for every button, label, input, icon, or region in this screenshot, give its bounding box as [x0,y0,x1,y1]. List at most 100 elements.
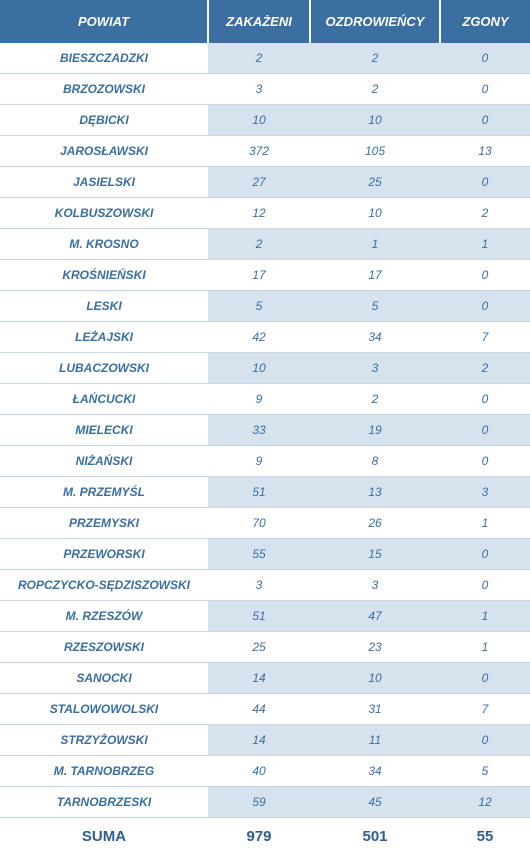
row-value: 3 [440,477,530,508]
row-value: 3 [208,74,310,105]
table-body: BIESZCZADZKI220BRZOZOWSKI320DĘBICKI10100… [0,43,530,818]
row-label: LEŻAJSKI [0,322,208,353]
row-value: 0 [440,43,530,74]
row-value: 5 [310,291,440,322]
row-value: 10 [310,663,440,694]
row-value: 0 [440,105,530,136]
row-value: 1 [310,229,440,260]
row-value: 9 [208,446,310,477]
row-label: PRZEMYSKI [0,508,208,539]
table-row: KROŚNIEŃSKI17170 [0,260,530,291]
row-label: KROŚNIEŃSKI [0,260,208,291]
footer-label: SUMA [0,818,208,855]
row-value: 19 [310,415,440,446]
row-value: 1 [440,601,530,632]
table-row: LEŻAJSKI42347 [0,322,530,353]
row-value: 11 [310,725,440,756]
row-value: 34 [310,756,440,787]
row-label: M. RZESZÓW [0,601,208,632]
row-value: 47 [310,601,440,632]
col-powiat: POWIAT [0,0,208,43]
table-row: LESKI550 [0,291,530,322]
table-row: M. KROSNO211 [0,229,530,260]
table-row: BIESZCZADZKI220 [0,43,530,74]
table-header: POWIAT ZAKAŻENI OZDROWIEŃCY ZGONY [0,0,530,43]
row-label: LESKI [0,291,208,322]
row-value: 2 [440,353,530,384]
table-row: BRZOZOWSKI320 [0,74,530,105]
row-value: 17 [310,260,440,291]
row-value: 7 [440,694,530,725]
row-value: 44 [208,694,310,725]
row-value: 59 [208,787,310,818]
table-row: MIELECKI33190 [0,415,530,446]
table-row: SANOCKI14100 [0,663,530,694]
row-value: 2 [310,43,440,74]
table-row: ŁAŃCUCKI920 [0,384,530,415]
row-label: SANOCKI [0,663,208,694]
col-ozdrowiency: OZDROWIEŃCY [310,0,440,43]
row-label: JASIELSKI [0,167,208,198]
row-value: 14 [208,663,310,694]
row-value: 17 [208,260,310,291]
row-value: 45 [310,787,440,818]
row-value: 12 [208,198,310,229]
row-value: 1 [440,229,530,260]
row-value: 2 [440,198,530,229]
row-value: 25 [310,167,440,198]
table-row: JASIELSKI27250 [0,167,530,198]
row-value: 0 [440,260,530,291]
row-value: 372 [208,136,310,167]
row-value: 3 [310,570,440,601]
table-row: PRZEMYSKI70261 [0,508,530,539]
row-value: 0 [440,384,530,415]
table-row: ROPCZYCKO-SĘDZISZOWSKI330 [0,570,530,601]
row-value: 8 [310,446,440,477]
row-label: BIESZCZADZKI [0,43,208,74]
row-value: 27 [208,167,310,198]
table-row: STALOWOWOLSKI44317 [0,694,530,725]
table-row: LUBACZOWSKI1032 [0,353,530,384]
row-value: 13 [440,136,530,167]
row-value: 5 [440,756,530,787]
row-value: 10 [310,105,440,136]
row-label: ROPCZYCKO-SĘDZISZOWSKI [0,570,208,601]
row-label: KOLBUSZOWSKI [0,198,208,229]
col-zgony: ZGONY [440,0,530,43]
table-row: NIŻAŃSKI980 [0,446,530,477]
row-value: 0 [440,570,530,601]
row-value: 33 [208,415,310,446]
row-value: 31 [310,694,440,725]
col-zakazeni: ZAKAŻENI [208,0,310,43]
row-label: RZESZOWSKI [0,632,208,663]
row-value: 0 [440,291,530,322]
table-row: RZESZOWSKI25231 [0,632,530,663]
row-value: 34 [310,322,440,353]
row-value: 40 [208,756,310,787]
row-label: BRZOZOWSKI [0,74,208,105]
row-value: 15 [310,539,440,570]
row-value: 2 [208,43,310,74]
row-value: 0 [440,725,530,756]
table-row: M. RZESZÓW51471 [0,601,530,632]
row-value: 51 [208,601,310,632]
row-label: M. PRZEMYŚL [0,477,208,508]
row-value: 7 [440,322,530,353]
row-label: MIELECKI [0,415,208,446]
row-label: TARNOBRZESKI [0,787,208,818]
footer-zgony: 55 [440,818,530,855]
row-label: ŁAŃCUCKI [0,384,208,415]
row-value: 9 [208,384,310,415]
row-value: 13 [310,477,440,508]
row-label: M. KROSNO [0,229,208,260]
row-value: 0 [440,167,530,198]
row-label: LUBACZOWSKI [0,353,208,384]
row-label: NIŻAŃSKI [0,446,208,477]
footer-ozdrowiency: 501 [310,818,440,855]
row-value: 2 [208,229,310,260]
row-value: 3 [310,353,440,384]
row-value: 2 [310,384,440,415]
row-label: M. TARNOBRZEG [0,756,208,787]
table-row: PRZEWORSKI55150 [0,539,530,570]
table-row: JAROSŁAWSKI37210513 [0,136,530,167]
